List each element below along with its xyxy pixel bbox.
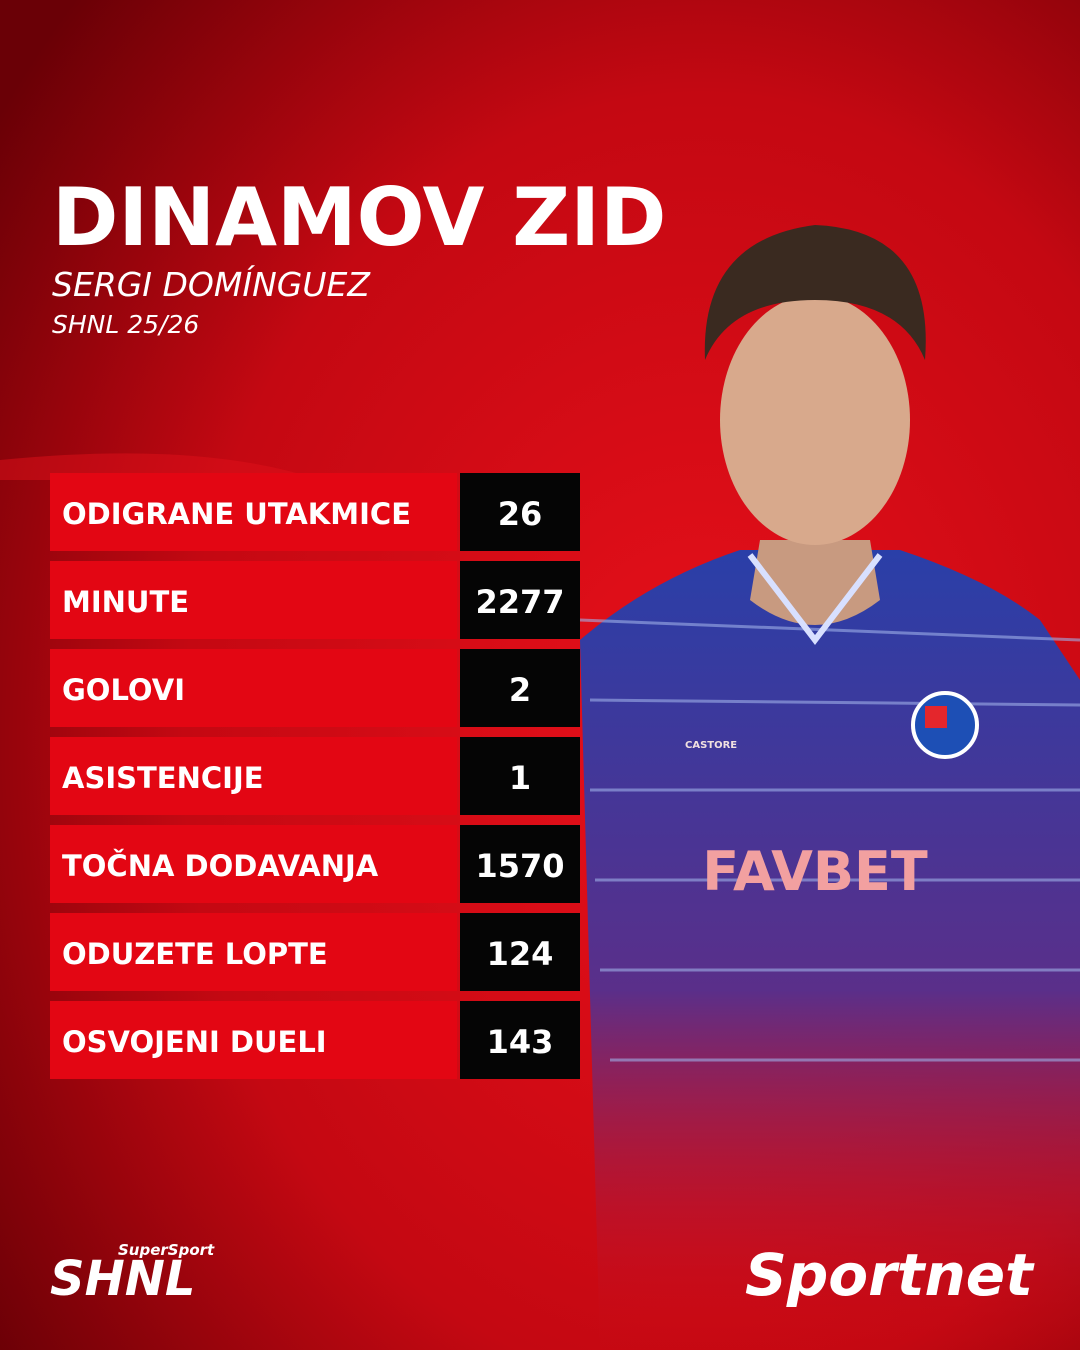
player-name: SERGI DOMÍNGUEZ	[52, 264, 371, 304]
stats-table: ODIGRANE UTAKMICE 26 MINUTE 2277 GOLOVI 2 ASIS…	[50, 473, 580, 1079]
value-cell	[460, 737, 580, 815]
stat-label: ODUZETE LOPTE	[62, 937, 328, 971]
label-cell	[50, 737, 457, 815]
value-cell	[460, 473, 580, 551]
stat-value: 26	[498, 495, 543, 533]
stat-value: 124	[487, 935, 554, 973]
stat-label: MINUTE	[62, 585, 189, 619]
label-cell	[50, 825, 457, 903]
stat-value: 2277	[475, 583, 564, 621]
stat-label: ODIGRANE UTAKMICE	[62, 497, 411, 531]
value-cell	[460, 913, 580, 991]
kit-brand: CASTORE	[685, 740, 737, 751]
label-cell	[50, 1001, 457, 1079]
title: DINAMOV ZID	[52, 171, 666, 264]
label-cell	[50, 561, 457, 639]
value-cell	[460, 649, 580, 727]
stat-label: TOČNA DODAVANJA	[62, 849, 379, 883]
stat-label: ASISTENCIJE	[62, 761, 264, 795]
label-cell	[50, 473, 457, 551]
publisher-logo: Sportnet	[745, 1241, 1035, 1309]
season: SHNL 25/26	[52, 310, 199, 339]
label-cell	[50, 649, 457, 727]
sponsor: FAVBET	[702, 840, 928, 903]
value-cell	[460, 825, 580, 903]
stat-value: 1	[509, 759, 531, 797]
league-sponsor: SuperSport	[118, 1241, 215, 1259]
value-cell	[460, 561, 580, 639]
stat-label: GOLOVI	[62, 673, 185, 707]
value-cell	[460, 1001, 580, 1079]
stat-value: 1570	[475, 847, 564, 885]
stat-value: 2	[509, 671, 531, 709]
league-logo: SHNL	[50, 1251, 196, 1307]
stat-value: 143	[487, 1023, 554, 1061]
player-photo: CASTORE FAVBET	[579, 225, 1080, 1350]
label-cell	[50, 913, 457, 991]
stat-label: OSVOJENI DUELI	[62, 1025, 327, 1059]
